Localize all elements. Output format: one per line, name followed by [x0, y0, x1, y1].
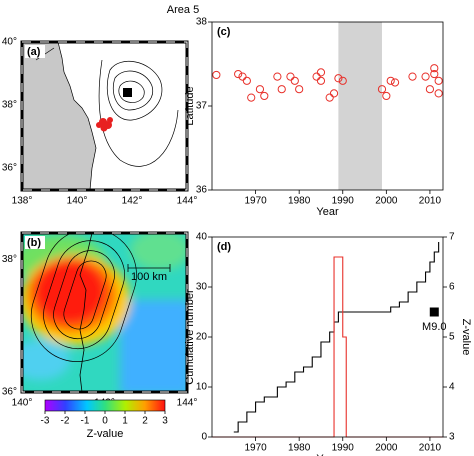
- z-value-map: [22, 233, 187, 392]
- x-axis-label: Year: [316, 206, 339, 218]
- point: [377, 85, 387, 94]
- panel-label: (c): [217, 26, 231, 38]
- panel-label-bg: [25, 45, 45, 58]
- point: [316, 76, 326, 85]
- frame: [211, 21, 444, 191]
- figure-title: Area 5: [167, 4, 199, 16]
- point: [329, 89, 339, 98]
- x-tick-label: -2: [61, 416, 70, 427]
- x-tick-label: 138°: [12, 196, 33, 207]
- point: [247, 93, 256, 102]
- x-tick-label: 1: [122, 416, 128, 427]
- x-tick-label: 140°: [12, 398, 33, 409]
- x-tick-label: 1990: [332, 196, 355, 207]
- point: [234, 69, 243, 79]
- x-tick-label: -3: [41, 416, 50, 427]
- point: [382, 91, 391, 101]
- point: [312, 72, 321, 81]
- point: [295, 85, 304, 94]
- y2-tick-label: 5: [449, 332, 455, 343]
- x-tick-label: 142°: [122, 196, 143, 207]
- panel-label: (d): [217, 241, 231, 253]
- y-tick-label: 36°: [2, 163, 17, 174]
- point: [273, 72, 282, 81]
- point: [242, 76, 251, 85]
- frame: [20, 231, 189, 394]
- point: [325, 93, 334, 102]
- y2-tick-label: 7: [449, 232, 455, 243]
- x-tick-label: 2000: [375, 196, 398, 207]
- point: [386, 76, 395, 85]
- point: [260, 91, 269, 101]
- x-tick-label: 1990: [332, 443, 355, 454]
- x-tick-label: 1970: [244, 443, 267, 454]
- panel-label: (b): [27, 237, 41, 249]
- x-tick-label: 144°: [177, 196, 198, 207]
- x-tick-label: 2010: [419, 196, 442, 207]
- y-tick-label: 38°: [2, 254, 17, 265]
- x-tick-label: 144°: [177, 398, 198, 409]
- point: [286, 72, 295, 81]
- panel-label-bg: [25, 236, 45, 249]
- x-tick-label: 140°: [67, 196, 88, 207]
- x-tick-label: 0: [102, 416, 108, 427]
- y-tick-label: 40: [196, 232, 208, 243]
- series-line: [233, 242, 440, 433]
- x-tick-label: 2010: [419, 443, 442, 454]
- y-tick-label: 30: [196, 282, 208, 293]
- marker-label: M9.0: [422, 321, 446, 333]
- point: [430, 64, 439, 73]
- x-axis-label: Z-value: [87, 428, 124, 440]
- point: [421, 72, 430, 81]
- x-tick-label: -1: [81, 416, 90, 427]
- frame: [211, 236, 444, 438]
- marker: [429, 307, 439, 317]
- y2-axis-label: Z-value: [460, 319, 472, 356]
- y2-tick-label: 4: [449, 382, 455, 393]
- point: [212, 70, 221, 80]
- y-axis-label: Cumulative number: [184, 289, 196, 385]
- point: [238, 72, 247, 81]
- series-line: [212, 256, 443, 438]
- point: [316, 68, 326, 77]
- y-axis-label: Latitude: [184, 86, 196, 125]
- point: [277, 85, 286, 94]
- point: [338, 76, 347, 85]
- x-axis-label: Year: [316, 453, 339, 456]
- point: [408, 72, 417, 81]
- y-tick-label: 38°: [2, 100, 17, 111]
- x-tick-label: 2: [142, 416, 148, 427]
- x-tick-label: 1980: [288, 443, 311, 454]
- point: [334, 74, 343, 83]
- y-tick-label: 36: [196, 185, 208, 196]
- y-tick-label: 36°: [2, 387, 17, 398]
- map-a-content: [21, 41, 179, 191]
- scale-label: 100 km: [131, 271, 167, 283]
- x-tick-label: 2000: [375, 443, 398, 454]
- point: [390, 78, 400, 87]
- y-tick-label: 40°: [2, 37, 17, 48]
- point: [434, 76, 443, 85]
- x-tick-label: 1980: [288, 196, 311, 207]
- shaded-span: [338, 22, 382, 190]
- x-tick-label: 3: [162, 416, 168, 427]
- colorbar: [44, 399, 166, 412]
- point: [430, 69, 439, 79]
- y-tick-label: 0: [201, 432, 207, 443]
- y-tick-label: 38: [196, 17, 208, 28]
- y-tick-label: 10: [196, 382, 208, 393]
- panel-label: (a): [27, 46, 41, 58]
- y2-tick-label: 3: [449, 432, 455, 443]
- y-tick-label: 37: [196, 101, 208, 112]
- y-tick-label: 20: [196, 332, 208, 343]
- point: [425, 85, 435, 94]
- y2-tick-label: 6: [449, 282, 455, 293]
- point: [290, 76, 299, 85]
- point: [434, 89, 443, 98]
- x-tick-label: 1970: [244, 196, 267, 207]
- point: [255, 85, 265, 94]
- frame-checker: [21, 41, 188, 191]
